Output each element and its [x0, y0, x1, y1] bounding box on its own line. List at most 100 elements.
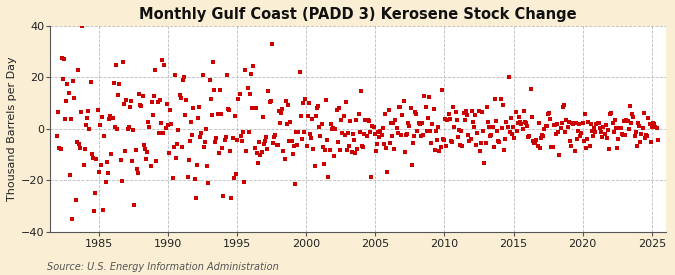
Point	[76, 110, 86, 114]
Point	[380, 112, 391, 116]
Point	[358, 145, 369, 150]
Point	[158, 130, 169, 135]
Point	[603, 128, 614, 132]
Point	[84, 127, 95, 131]
Point	[472, 130, 483, 135]
Point	[294, 70, 305, 75]
Point	[246, 72, 256, 76]
Point	[643, 115, 654, 120]
Point	[434, 149, 445, 154]
Point	[215, 87, 225, 92]
Point	[532, 144, 543, 148]
Point	[182, 175, 193, 180]
Point	[70, 197, 81, 202]
Point	[610, 118, 620, 122]
Point	[574, 122, 585, 127]
Point	[255, 153, 266, 157]
Point	[91, 156, 102, 161]
Point	[437, 137, 448, 141]
Point	[124, 125, 134, 130]
Point	[535, 146, 545, 151]
Point	[580, 111, 591, 116]
Point	[307, 117, 318, 122]
Point	[275, 121, 286, 125]
Point	[621, 117, 632, 122]
Point	[261, 135, 271, 139]
Point	[296, 114, 306, 118]
Point	[533, 121, 544, 125]
Point	[541, 123, 552, 128]
Point	[236, 134, 246, 138]
Point	[356, 89, 367, 93]
Point	[456, 129, 466, 134]
Point	[335, 118, 346, 123]
Point	[599, 132, 610, 136]
Point	[313, 104, 323, 109]
Point	[77, 24, 88, 28]
Point	[333, 106, 344, 111]
Point	[269, 135, 279, 140]
Point	[598, 125, 609, 129]
Point	[634, 124, 645, 128]
Point	[371, 148, 381, 153]
Point	[400, 133, 411, 137]
Point	[121, 98, 132, 102]
Point	[239, 180, 250, 184]
Point	[74, 142, 84, 147]
Point	[348, 138, 359, 142]
Point	[431, 129, 441, 133]
Point	[194, 105, 205, 110]
Point	[566, 144, 576, 148]
Point	[647, 121, 658, 126]
Point	[80, 122, 91, 127]
Point	[384, 141, 395, 145]
Point	[548, 123, 559, 128]
Point	[507, 131, 518, 136]
Point	[420, 105, 431, 109]
Point	[61, 99, 72, 104]
Point	[585, 122, 596, 126]
Point	[330, 127, 341, 132]
Point	[606, 111, 617, 116]
Point	[314, 125, 325, 129]
Title: Monthly Gulf Coast (PADD 3) Kerosene Stock Change: Monthly Gulf Coast (PADD 3) Kerosene Sto…	[139, 7, 576, 22]
Point	[304, 132, 315, 136]
Point	[298, 101, 308, 105]
Point	[163, 123, 173, 127]
Point	[309, 164, 320, 168]
Point	[184, 158, 194, 163]
Point	[156, 121, 167, 125]
Point	[190, 196, 201, 200]
Point	[241, 149, 252, 153]
Point	[649, 122, 659, 126]
Point	[135, 103, 146, 107]
Point	[642, 133, 653, 138]
Point	[428, 107, 439, 111]
Point	[173, 128, 184, 132]
Point	[92, 107, 103, 112]
Point	[127, 158, 138, 163]
Point	[447, 140, 458, 144]
Point	[491, 129, 502, 134]
Point	[360, 117, 371, 122]
Point	[176, 145, 187, 149]
Point	[525, 87, 536, 91]
Point	[181, 98, 192, 102]
Point	[317, 145, 328, 149]
Point	[493, 139, 504, 143]
Point	[473, 108, 484, 113]
Point	[290, 182, 300, 187]
Point	[613, 136, 624, 141]
Point	[268, 141, 279, 145]
Point	[302, 114, 313, 119]
Point	[212, 112, 223, 116]
Point	[435, 144, 446, 149]
Point	[116, 178, 127, 183]
Point	[356, 144, 367, 148]
Point	[644, 122, 655, 127]
Point	[150, 68, 161, 72]
Point	[320, 148, 331, 152]
Point	[126, 98, 136, 103]
Point	[146, 100, 157, 105]
Point	[387, 134, 398, 138]
